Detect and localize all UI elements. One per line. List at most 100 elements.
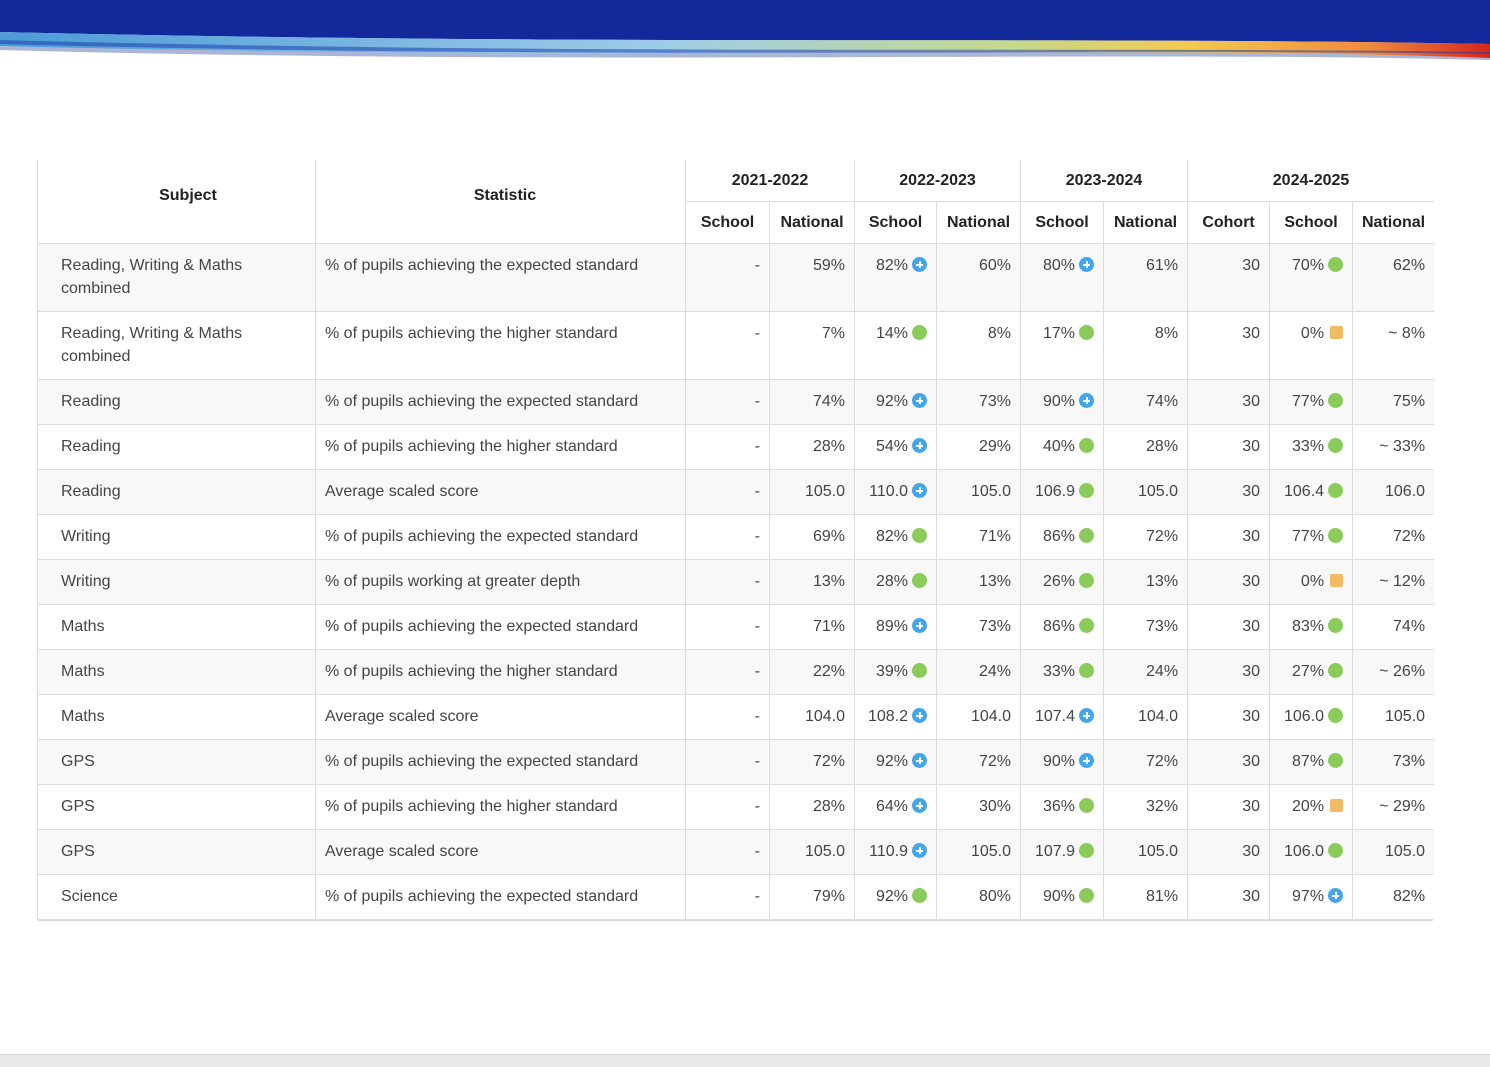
value-cell: 70% <box>1269 243 1354 312</box>
cell-value: 73% <box>1146 618 1179 635</box>
cell-value: 30 <box>1242 798 1261 815</box>
table-row: Reading% of pupils achieving the higher … <box>37 424 1434 470</box>
value-cell: - <box>685 739 770 785</box>
header-school-2024-2025: School <box>1269 201 1354 244</box>
value-cell: 75% <box>1352 379 1434 425</box>
statistic-cell: % of pupils achieving the expected stand… <box>315 514 686 560</box>
cell-value: 28% <box>812 438 846 455</box>
cell-value: - <box>754 798 760 815</box>
cell-value: 8% <box>1154 325 1179 342</box>
header-national-2021-2022: National <box>768 201 856 244</box>
value-cell: 72% <box>1103 739 1189 785</box>
cell-value: 90% <box>1043 753 1076 770</box>
value-cell: - <box>685 243 770 312</box>
value-cell: ~ 29% <box>1352 784 1434 830</box>
table-row: Writing% of pupils working at greater de… <box>37 559 1434 605</box>
value-cell: 81% <box>1103 874 1189 920</box>
cell-value: 70% <box>1292 257 1325 274</box>
value-cell: 72% <box>1103 514 1189 560</box>
green-circle-icon <box>1079 573 1095 588</box>
cell-value: 86% <box>1043 528 1076 545</box>
cell-value: - <box>754 663 760 680</box>
cell-value: - <box>754 843 760 860</box>
value-cell: - <box>685 424 770 470</box>
value-cell: - <box>685 514 770 560</box>
value-cell: - <box>685 694 770 740</box>
value-cell: 110.0 <box>854 469 938 515</box>
value-cell: 32% <box>1103 784 1189 830</box>
cell-value: 107.4 <box>1034 708 1076 725</box>
cell-value: 64% <box>875 798 909 815</box>
header-national-2024-2025: National <box>1352 201 1434 244</box>
subject-cell: Science <box>37 874 316 920</box>
cell-value: 74% <box>1393 618 1426 635</box>
cell-value: 82% <box>1393 888 1426 905</box>
cell-value: - <box>754 393 760 410</box>
cell-value: 104.0 <box>970 708 1012 725</box>
value-cell: 30 <box>1187 311 1271 380</box>
value-cell: 90% <box>1020 379 1105 425</box>
value-cell: 105.0 <box>936 469 1022 515</box>
value-cell: 54% <box>854 424 938 470</box>
value-cell: - <box>685 649 770 695</box>
cell-value: 71% <box>979 528 1012 545</box>
cell-value: 26% <box>1043 573 1076 590</box>
cell-value: 17% <box>1043 325 1076 342</box>
cell-value: 82% <box>875 528 909 545</box>
value-cell: - <box>685 379 770 425</box>
value-cell: 14% <box>854 311 938 380</box>
green-circle-icon <box>912 663 928 678</box>
green-circle-icon <box>1079 618 1095 633</box>
cell-value: 110.9 <box>869 843 909 860</box>
header-school-2021-2022: School <box>685 201 770 244</box>
value-cell: 33% <box>1269 424 1354 470</box>
value-cell: 28% <box>768 424 856 470</box>
value-cell: 30 <box>1187 829 1271 875</box>
banner-swoosh <box>0 0 1490 70</box>
value-cell: 73% <box>1352 739 1434 785</box>
value-cell: 106.0 <box>1269 829 1354 875</box>
cell-value: 8% <box>987 325 1012 342</box>
cell-value: 82% <box>875 257 909 274</box>
value-cell: 105.0 <box>768 829 856 875</box>
cell-value: 13% <box>1146 573 1179 590</box>
header-banner <box>0 0 1490 70</box>
value-cell: 30 <box>1187 514 1271 560</box>
header-school-2022-2023: School <box>854 201 938 244</box>
cell-value: - <box>754 573 760 590</box>
cell-value: 97% <box>1292 888 1325 905</box>
subject-cell: Reading, Writing & Maths combined <box>37 243 316 312</box>
value-cell: 24% <box>936 649 1022 695</box>
value-cell: 28% <box>854 559 938 605</box>
cell-value: 105.0 <box>1385 708 1426 725</box>
subject-cell: Maths <box>37 604 316 650</box>
value-cell: 87% <box>1269 739 1354 785</box>
subject-cell: Writing <box>37 514 316 560</box>
value-cell: 36% <box>1020 784 1105 830</box>
green-circle-icon <box>1328 438 1344 453</box>
value-cell: - <box>685 311 770 380</box>
cell-value: 33% <box>1292 438 1325 455</box>
statistic-cell: Average scaled score <box>315 829 686 875</box>
cell-value: 105.0 <box>970 483 1012 500</box>
statistic-cell: Average scaled score <box>315 469 686 515</box>
value-cell: 30 <box>1187 649 1271 695</box>
plus-circle-icon <box>1079 708 1095 723</box>
plus-circle-icon <box>912 708 928 723</box>
cell-value: 92% <box>875 393 909 410</box>
green-circle-icon <box>1328 663 1344 678</box>
cell-value: 77% <box>1292 393 1325 410</box>
subject-cell: Reading, Writing & Maths combined <box>37 311 316 380</box>
cell-value: 30 <box>1242 483 1261 500</box>
value-cell: 92% <box>854 739 938 785</box>
value-cell: 13% <box>768 559 856 605</box>
cell-value: - <box>754 438 760 455</box>
value-cell: 82% <box>1352 874 1434 920</box>
value-cell: 33% <box>1020 649 1105 695</box>
value-cell: - <box>685 874 770 920</box>
table-row: Reading, Writing & Maths combined% of pu… <box>37 243 1434 312</box>
cell-value: ~ 26% <box>1379 663 1426 680</box>
cell-value: 14% <box>875 325 909 342</box>
value-cell: - <box>685 784 770 830</box>
table-row: Writing% of pupils achieving the expecte… <box>37 514 1434 560</box>
